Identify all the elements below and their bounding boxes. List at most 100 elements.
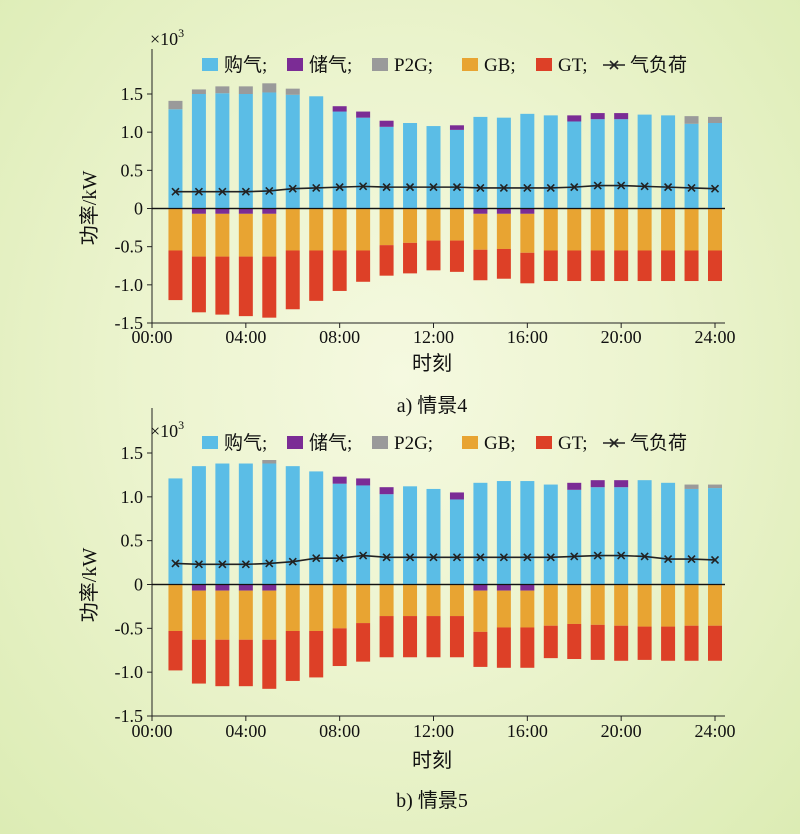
load-marker-stroke	[288, 557, 297, 566]
load-marker-stroke	[476, 183, 485, 192]
bar-p2g	[168, 100, 183, 110]
bar-gb	[309, 208, 324, 251]
load-marker-stroke	[171, 187, 180, 196]
load-point	[312, 183, 321, 192]
bar-gt	[426, 240, 441, 271]
load-point	[476, 183, 485, 192]
bar-storage	[449, 125, 464, 130]
load-marker-stroke	[405, 183, 415, 192]
bar-gt	[637, 626, 652, 660]
load-marker-stroke	[382, 553, 391, 562]
load-marker-stroke	[359, 182, 368, 191]
bar-gt	[543, 625, 558, 659]
load-marker-stroke	[335, 183, 344, 192]
bar-storage	[215, 584, 230, 591]
bar-gt	[238, 639, 253, 687]
load-marker-stroke	[218, 187, 227, 196]
legend-swatch-gb	[462, 58, 478, 71]
x-tick-label: 24:00	[694, 721, 735, 741]
load-point	[452, 183, 462, 192]
bar-gb	[168, 584, 183, 631]
bar-gb	[496, 590, 511, 628]
load-point	[405, 553, 415, 562]
y-tick-label: 1.5	[121, 84, 144, 104]
load-point	[171, 559, 180, 568]
bar-gb	[708, 584, 722, 626]
bar-gt	[309, 250, 324, 301]
y-tick-label: 0	[134, 199, 143, 219]
bar-purchase	[567, 121, 582, 209]
bar-gb	[637, 208, 652, 251]
bar-gt	[285, 630, 300, 681]
load-point	[546, 183, 555, 192]
y-tick-label: 0.5	[121, 531, 144, 551]
load-point	[687, 555, 696, 564]
bar-gt	[168, 250, 183, 301]
load-marker-stroke	[617, 181, 626, 190]
bar-purchase	[191, 466, 206, 585]
bar-purchase	[356, 485, 371, 585]
load-point	[593, 181, 602, 190]
load-marker-stroke	[429, 183, 438, 192]
bar-gb	[168, 208, 183, 251]
x-tick-label: 16:00	[507, 327, 548, 347]
bar-gb	[684, 584, 699, 626]
legend-swatch-purchase	[202, 436, 218, 449]
bar-gb	[473, 213, 488, 250]
bar-gb	[590, 584, 605, 625]
bar-gb	[215, 590, 230, 640]
y-axis-title: 功率/kW	[78, 548, 101, 623]
bar-gb	[262, 590, 277, 640]
bar-gb	[543, 208, 558, 251]
bar-purchase	[637, 114, 652, 209]
load-marker-stroke	[546, 183, 555, 192]
load-marker-stroke	[570, 183, 579, 192]
bar-purchase	[590, 487, 605, 585]
bar-gt	[567, 250, 582, 282]
load-point	[241, 560, 250, 569]
bar-purchase	[426, 126, 441, 209]
bar-purchase	[590, 119, 605, 209]
y-multiplier-exponent: 3	[178, 26, 184, 40]
x-tick-label: 16:00	[507, 721, 548, 741]
load-marker-stroke	[194, 560, 203, 569]
load-point	[570, 552, 579, 561]
bar-gb	[309, 584, 324, 631]
bar-p2g	[684, 484, 699, 489]
x-axis-title: 时刻	[412, 749, 452, 772]
x-tick-label: 12:00	[413, 327, 454, 347]
load-point	[664, 555, 673, 564]
bar-gt	[168, 630, 183, 671]
load-point	[617, 181, 626, 190]
bar-gt	[661, 250, 676, 282]
bar-gt	[309, 630, 324, 678]
bar-purchase	[379, 494, 394, 585]
bar-gt	[191, 639, 206, 684]
bar-purchase	[543, 484, 558, 585]
load-marker-stroke	[687, 183, 696, 192]
load-marker-stroke	[452, 553, 462, 562]
bar-purchase	[520, 481, 535, 585]
bar-purchase	[520, 113, 535, 209]
bar-storage	[473, 208, 488, 214]
y-tick-label: 0.5	[121, 160, 144, 180]
y-tick-label: 1.0	[121, 487, 144, 507]
x-tick-label: 08:00	[319, 327, 360, 347]
legend-load-marker	[609, 60, 619, 70]
bar-p2g	[238, 86, 253, 94]
bar-p2g	[708, 116, 722, 124]
y-tick-label: -1.5	[115, 313, 144, 333]
bar-gb	[191, 590, 206, 640]
x-axis-title: 时刻	[412, 352, 452, 375]
load-point	[265, 186, 274, 196]
bar-gb	[238, 590, 253, 640]
load-marker-stroke	[288, 184, 297, 193]
legend-swatch-gb	[462, 436, 478, 449]
bar-storage	[567, 115, 582, 122]
y-multiplier-exponent: 3	[178, 418, 184, 432]
load-point	[499, 183, 508, 192]
bar-storage	[496, 584, 511, 591]
load-marker-stroke	[312, 554, 321, 563]
legend-swatch-gt	[536, 58, 552, 71]
load-point	[523, 553, 532, 562]
